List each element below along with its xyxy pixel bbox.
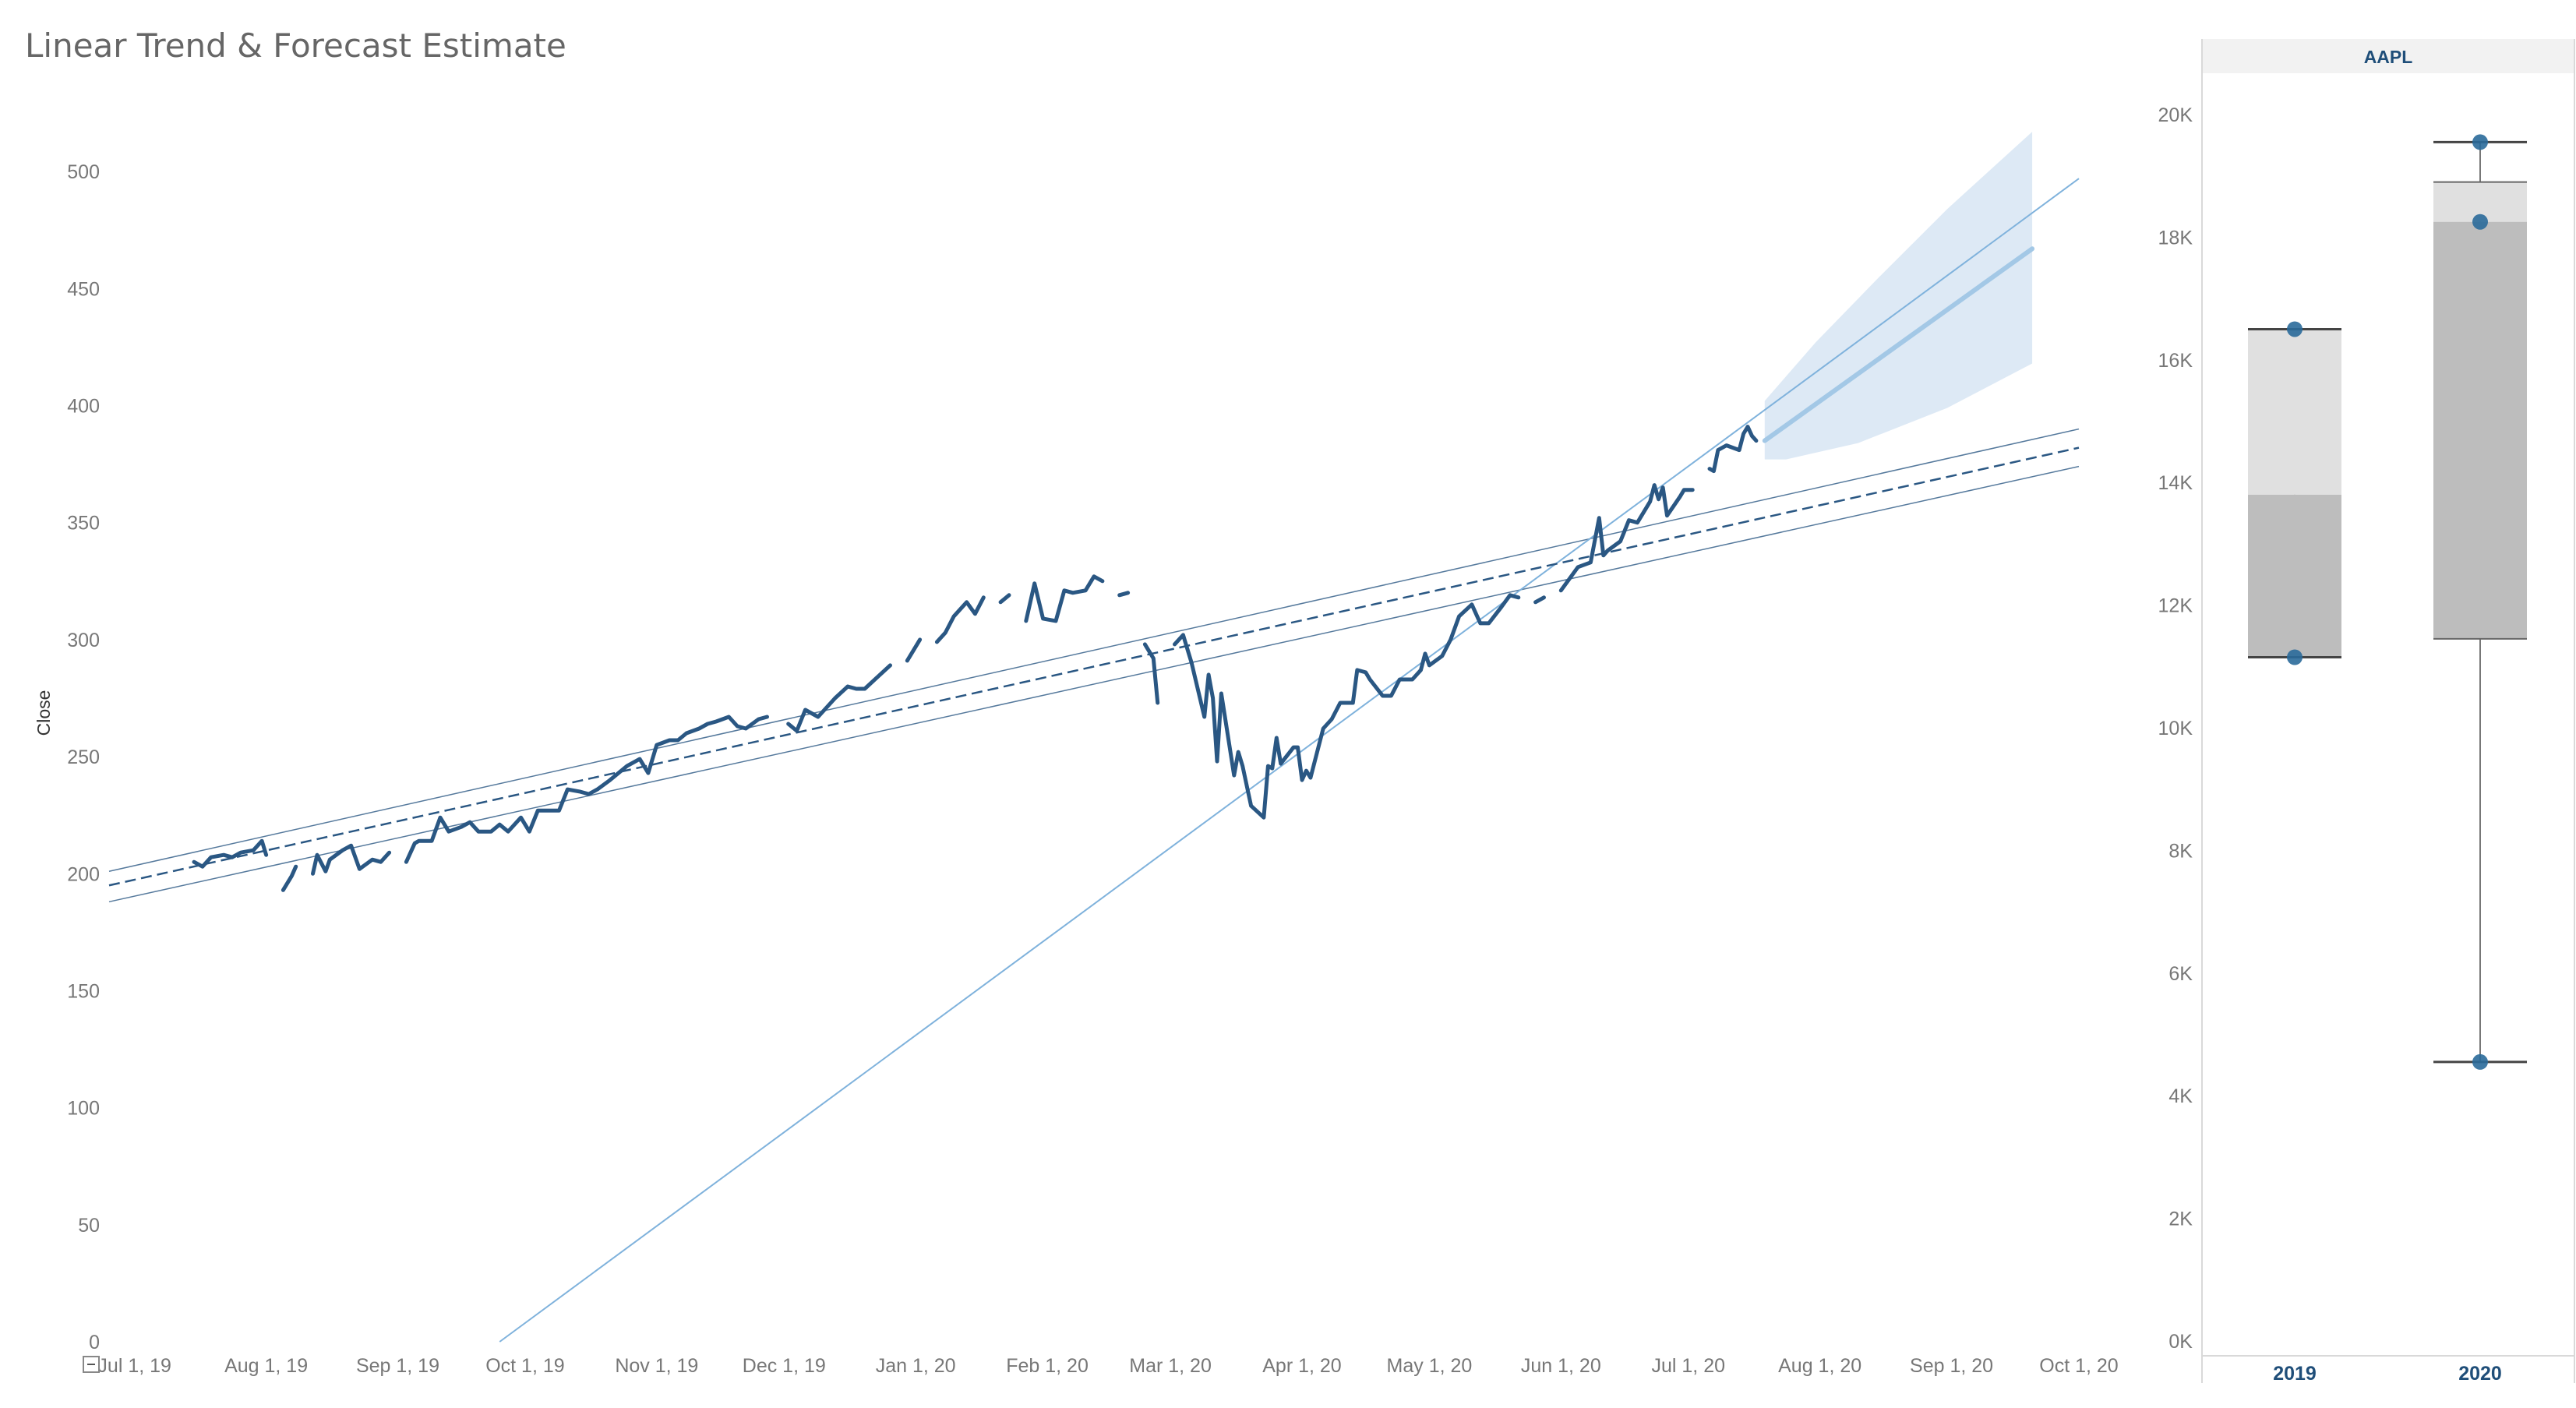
linear-trend-line	[108, 446, 2080, 887]
x-tick-label: Jul 1, 20	[1652, 1355, 1726, 1377]
box-lower-half	[2433, 221, 2527, 639]
x-tick-label: Nov 1, 19	[615, 1355, 698, 1377]
x-tick-label: Aug 1, 19	[224, 1355, 308, 1377]
y-tick-label: 50	[78, 1215, 100, 1237]
forecast-band	[1764, 132, 2033, 460]
close-price-segment	[1117, 591, 1131, 598]
box-x-tick-label: 2020	[2458, 1363, 2502, 1385]
y-tick-label: 250	[67, 746, 100, 768]
box-y-tick-label: 16K	[2158, 350, 2193, 372]
box-y-tick-label: 2K	[2168, 1209, 2193, 1230]
box-plot-marks	[2248, 134, 2527, 1070]
x-tick-label: Feb 1, 20	[1006, 1355, 1089, 1377]
box-lower-half	[2248, 494, 2341, 658]
data-point	[2287, 321, 2303, 337]
close-price-segment	[1142, 642, 1160, 705]
y-tick-label: 100	[67, 1098, 100, 1120]
x-tick-label: Aug 1, 20	[1778, 1355, 1861, 1377]
close-price-segment	[905, 637, 923, 663]
y-tick-label: 300	[67, 630, 100, 651]
plot-area	[108, 132, 2080, 1343]
close-price-segment	[192, 838, 269, 869]
close-price-segment	[311, 843, 392, 876]
box-y-tick-label: 18K	[2158, 227, 2193, 249]
box-y-tick-label: 10K	[2158, 718, 2193, 739]
box-y-tick-label: 8K	[2168, 840, 2193, 862]
close-price-segment	[1173, 593, 1521, 820]
y-tick-label: 450	[67, 278, 100, 300]
y-axis: 0 50 100 150 200 250 300 350 400 450 500	[67, 161, 100, 1353]
x-tick-label: May 1, 20	[1387, 1355, 1473, 1377]
close-price-segment	[1024, 574, 1105, 623]
x-axis: Jul 1, 19 Aug 1, 19 Sep 1, 19 Oct 1, 19 Nov …	[97, 1355, 2118, 1377]
x-tick-label: Jan 1, 20	[876, 1355, 956, 1377]
forecast-line	[1762, 246, 2035, 443]
data-point	[2472, 1053, 2488, 1070]
x-tick-label: Apr 1, 20	[1262, 1355, 1341, 1377]
y-tick-label: 200	[67, 863, 100, 885]
x-tick-label: Oct 1, 19	[485, 1355, 564, 1377]
close-price-segment	[1533, 595, 1546, 605]
panel-header-label: AAPL	[2364, 47, 2413, 67]
close-price-segment	[404, 715, 769, 864]
box-y-tick-label: 12K	[2158, 595, 2193, 617]
recent-trend-line	[499, 178, 2080, 1343]
box-y-axis: 0K 2K 4K 6K 8K 10K 12K 14K 16K 18K 20K	[2158, 104, 2193, 1353]
box-y-tick-label: 0K	[2168, 1331, 2193, 1353]
x-tick-label: Dec 1, 19	[743, 1355, 826, 1377]
y-tick-label: 400	[67, 396, 100, 418]
collapse-icon[interactable]	[83, 1356, 100, 1373]
y-tick-label: 500	[67, 161, 100, 183]
data-point	[2472, 134, 2488, 150]
box-x-tick-label: 2019	[2273, 1363, 2317, 1385]
x-tick-label: Oct 1, 20	[2039, 1355, 2118, 1377]
box-y-tick-label: 20K	[2158, 104, 2193, 126]
y-tick-label: 150	[67, 980, 100, 1002]
close-price-segment	[281, 864, 298, 892]
chart-title: Linear Trend & Forecast Estimate	[25, 26, 566, 65]
data-point	[2287, 649, 2303, 665]
y-axis-title: Close	[34, 690, 54, 736]
box-2020	[2433, 134, 2527, 1070]
y-tick-label: 350	[67, 513, 100, 535]
x-tick-label: Sep 1, 19	[356, 1355, 439, 1377]
panel-header	[2202, 39, 2574, 73]
box-y-tick-label: 4K	[2168, 1085, 2193, 1107]
y-tick-label: 0	[89, 1332, 100, 1353]
line-chart: 0 50 100 150 200 250 300 350 400 450 500 Jul 1, 19…	[34, 132, 2119, 1377]
close-price-segment	[998, 593, 1011, 605]
box-2019	[2248, 321, 2341, 665]
x-tick-label: Mar 1, 20	[1129, 1355, 1212, 1377]
box-y-tick-label: 6K	[2168, 963, 2193, 985]
close-price-segment	[1707, 425, 1759, 474]
x-tick-label: Jun 1, 20	[1521, 1355, 1601, 1377]
box-y-tick-label: 14K	[2158, 472, 2193, 494]
data-point	[2472, 213, 2488, 230]
x-tick-label: Sep 1, 20	[1910, 1355, 1993, 1377]
close-price-segment	[934, 595, 986, 644]
box-x-axis: 2019 2020	[2273, 1363, 2502, 1385]
close-price-segment	[786, 663, 892, 733]
trend-band-upper-line	[108, 428, 2080, 872]
trend-band-lower-line	[108, 465, 2080, 903]
x-tick-label: Jul 1, 19	[97, 1355, 171, 1377]
close-price-segment	[1558, 483, 1695, 593]
box-upper-half	[2248, 329, 2341, 495]
